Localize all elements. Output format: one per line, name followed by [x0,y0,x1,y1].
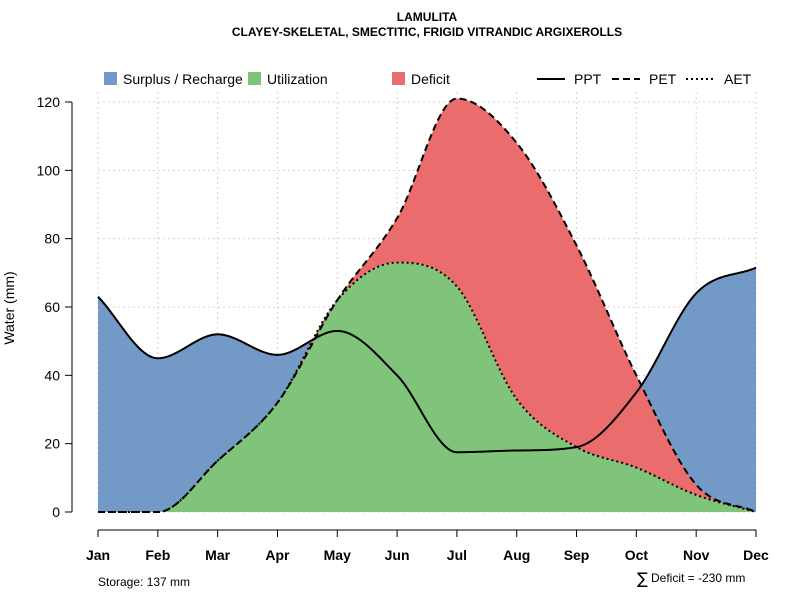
legend-label-ppt: PPT [574,71,602,87]
x-tick-label-mar: Mar [205,547,230,563]
x-tick-label-dec: Dec [743,547,769,563]
y-tick-label-6: 120 [37,94,61,110]
sum-symbol: ∑ [637,569,648,588]
x-tick-label-aug: Aug [503,547,530,563]
chart-title: LAMULITA [397,10,458,24]
y-axis-label: Water (mm) [1,271,17,344]
storage-annotation: Storage: 137 mm [98,575,190,589]
y-tick-label-2: 40 [44,367,60,383]
legend-swatch-utilization [248,72,261,85]
legend-label-deficit: Deficit [411,71,450,87]
series-line-ppt [97,266,757,454]
chart-subtitle: CLAYEY-SKELETAL, SMECTITIC, FRIGID VITRA… [232,25,622,39]
series-line-aet [98,261,757,513]
axes: 0 20 40 60 80 100 120 Jan Feb Mar Apr May Jun Jul Aug S… [37,94,769,563]
x-tick-label-jan: Jan [86,547,110,563]
legend-label-aet: AET [724,71,752,87]
y-tick-label-4: 80 [44,231,60,247]
series-lines [97,97,757,513]
legend-label-surplus: Surplus / Recharge [123,71,243,87]
y-tick-label-3: 60 [44,299,60,315]
area-fills [98,98,756,512]
x-tick-label-feb: Feb [145,547,170,563]
legend-label-pet: PET [649,71,677,87]
chart-legend: Surplus / Recharge Utilization Deficit P… [104,71,752,87]
x-tick-label-apr: Apr [265,547,290,563]
x-tick-label-jun: Jun [385,547,410,563]
x-tick-label-nov: Nov [683,547,710,563]
legend-swatch-deficit [392,72,405,85]
area-deficit [98,98,756,512]
legend-swatch-surplus [104,72,117,85]
deficit-annotation: Deficit = -230 mm [651,571,745,585]
x-tick-label-sep: Sep [564,547,590,563]
x-tick-label-oct: Oct [625,547,649,563]
y-tick-label-1: 20 [44,436,60,452]
y-tick-label-0: 0 [52,504,60,520]
x-tick-label-jul: Jul [447,547,467,563]
y-tick-label-5: 100 [37,162,61,178]
legend-label-utilization: Utilization [267,71,328,87]
area-utilization [98,262,756,512]
x-tick-label-may: May [324,547,351,563]
